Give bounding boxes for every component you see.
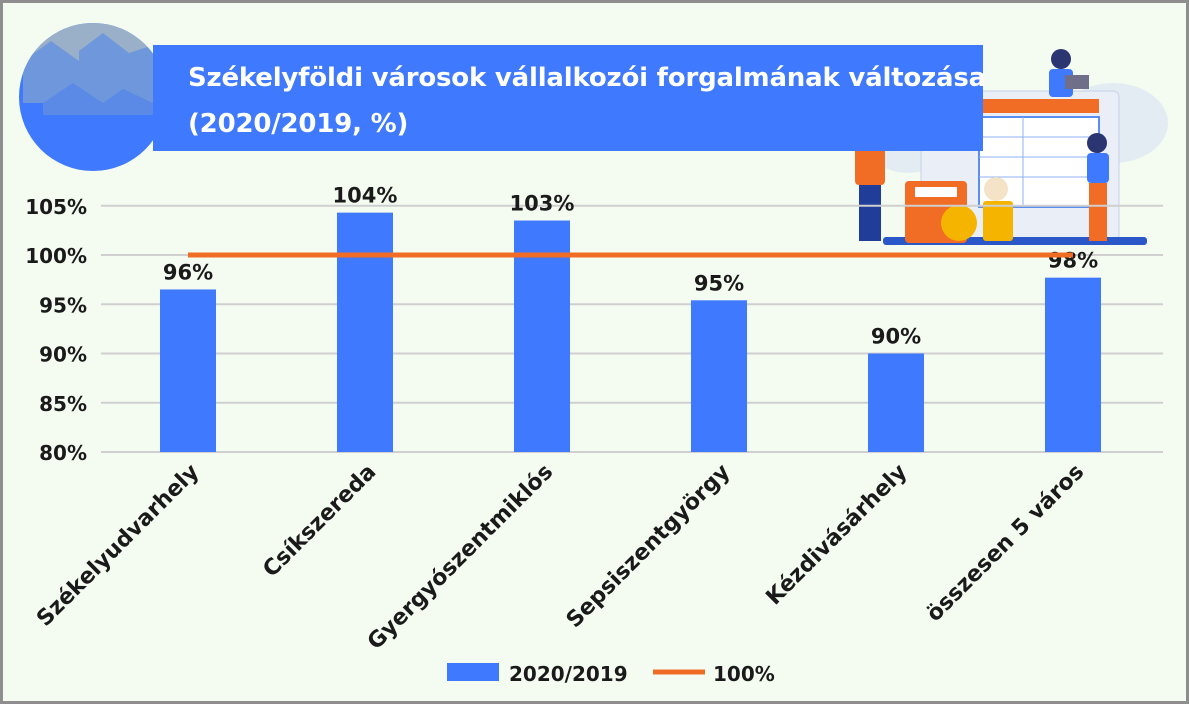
chart-title: Székelyföldi városok vállalkozói forgalm… xyxy=(188,55,988,147)
title-band xyxy=(153,45,983,151)
bar xyxy=(514,220,570,452)
chart-title-line2: (2020/2019, %) xyxy=(188,109,409,139)
y-tick-label: 85% xyxy=(39,392,87,416)
bar xyxy=(160,289,216,452)
y-tick-label: 95% xyxy=(39,293,87,317)
bar xyxy=(1045,277,1101,452)
bar xyxy=(337,212,393,452)
category-label: összesen 5 város xyxy=(922,460,1089,627)
category-label: Sepsiszentgyörgy xyxy=(562,460,735,633)
category-label: Székelyudvarhely xyxy=(32,460,204,632)
data-label: 90% xyxy=(871,325,921,349)
data-label: 103% xyxy=(510,192,575,216)
y-tick-label: 90% xyxy=(39,343,87,367)
legend-label-bar: 2020/2019 xyxy=(509,662,628,686)
bar xyxy=(691,300,747,452)
data-label: 104% xyxy=(333,184,398,208)
houses-emblem-icon xyxy=(19,23,167,171)
category-label: Gyergyószentmiklós xyxy=(363,460,558,655)
y-tick-label: 100% xyxy=(25,244,87,268)
category-label: Kézdivásárhely xyxy=(762,460,913,611)
data-label: 98% xyxy=(1048,249,1098,273)
category-label: Csíkszereda xyxy=(258,460,381,583)
y-tick-label: 80% xyxy=(39,441,87,465)
data-label: 96% xyxy=(163,260,213,284)
data-label: 95% xyxy=(694,271,744,295)
y-tick-label: 105% xyxy=(25,195,87,219)
chart-title-line1: Székelyföldi városok vállalkozói forgalm… xyxy=(188,63,986,93)
bar xyxy=(868,353,924,452)
legend-label-line: 100% xyxy=(713,662,775,686)
legend-swatch-bar xyxy=(447,663,499,681)
